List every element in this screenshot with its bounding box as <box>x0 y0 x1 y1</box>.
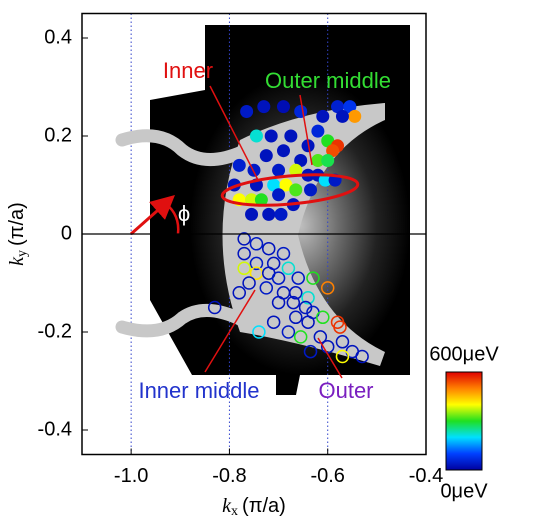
data-point <box>265 130 278 143</box>
annotation: ϕ <box>178 201 190 226</box>
data-point <box>248 164 261 177</box>
data-point <box>316 110 329 123</box>
data-point <box>336 110 349 123</box>
data-point <box>348 110 361 123</box>
axis-subscript: x <box>231 504 238 519</box>
axis-subscript: y <box>15 250 30 257</box>
annotation: Inner middle <box>138 378 259 403</box>
y-tick-label: 0.4 <box>44 26 72 48</box>
x-tick-label: -0.8 <box>212 465 246 487</box>
annotation: Outer middle <box>265 68 391 93</box>
data-point <box>245 208 258 221</box>
axis-label: kx(π/a) <box>222 495 286 520</box>
data-point <box>289 183 302 196</box>
data-point <box>284 130 297 143</box>
data-point <box>250 130 263 143</box>
data-point <box>277 144 290 157</box>
x-tick-label: -0.6 <box>310 465 344 487</box>
axis-unit: (π/a) <box>242 495 286 517</box>
axis-label: ky(π/a) <box>6 202 31 266</box>
data-point <box>257 100 270 113</box>
data-point <box>277 100 290 113</box>
chart: -1.0-0.8-0.6-0.40.40.20-0.2-0.4kx(π/a)ky… <box>0 0 542 521</box>
annotation: Outer <box>318 378 373 403</box>
y-tick-label: 0.2 <box>44 124 72 146</box>
y-tick-label: 0 <box>61 222 72 244</box>
axis-unit: (π/a) <box>6 202 28 246</box>
data-point <box>272 164 285 177</box>
data-point <box>294 105 307 118</box>
y-tick-label: -0.4 <box>38 418 72 440</box>
x-tick-label: -0.4 <box>409 465 443 487</box>
data-point <box>262 208 275 221</box>
data-point <box>233 159 246 172</box>
data-point <box>311 125 324 138</box>
data-point <box>304 183 317 196</box>
data-point <box>275 208 288 221</box>
colorbar <box>446 372 482 470</box>
y-tick-label: -0.2 <box>38 320 72 342</box>
colorbar-label: 600μeV <box>429 343 499 365</box>
data-point <box>260 149 273 162</box>
annotation: Inner <box>163 58 213 83</box>
data-point <box>240 105 253 118</box>
data-point <box>272 188 285 201</box>
data-point <box>321 154 334 167</box>
colorbar-label: 0μeV <box>440 480 488 502</box>
x-tick-label: -1.0 <box>114 465 148 487</box>
